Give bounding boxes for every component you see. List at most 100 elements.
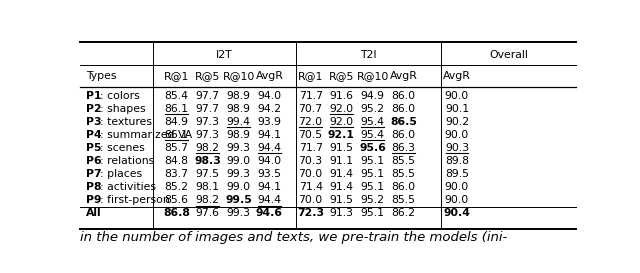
Text: 99.3: 99.3: [227, 169, 251, 179]
Text: 86.1: 86.1: [164, 104, 189, 114]
Text: 98.2: 98.2: [195, 143, 220, 153]
Text: in the number of images and texts, we pre-train the models (ini-: in the number of images and texts, we pr…: [80, 231, 508, 244]
Text: 97.5: 97.5: [195, 169, 220, 179]
Text: I2T: I2T: [216, 50, 233, 60]
Text: 91.6: 91.6: [330, 91, 353, 101]
Text: P7: P7: [86, 169, 102, 179]
Text: 86.0: 86.0: [391, 104, 415, 114]
Text: R@1: R@1: [164, 71, 189, 81]
Text: 86.0: 86.0: [391, 130, 415, 140]
Text: 97.7: 97.7: [195, 104, 220, 114]
Text: 90.4: 90.4: [444, 208, 470, 218]
Text: 86.0: 86.0: [391, 91, 415, 101]
Text: AvgR: AvgR: [443, 71, 471, 81]
Text: : scenes: : scenes: [100, 143, 145, 153]
Text: 91.3: 91.3: [330, 208, 353, 218]
Text: 70.5: 70.5: [299, 130, 323, 140]
Text: 94.4: 94.4: [257, 195, 282, 205]
Text: 95.4: 95.4: [361, 117, 385, 127]
Text: 91.4: 91.4: [330, 182, 353, 192]
Text: R@10: R@10: [223, 71, 255, 81]
Text: 86.8: 86.8: [163, 208, 190, 218]
Text: 85.5: 85.5: [392, 195, 415, 205]
Text: 98.1: 98.1: [195, 182, 220, 192]
Text: 98.9: 98.9: [227, 130, 251, 140]
Text: 95.2: 95.2: [361, 104, 385, 114]
Text: 86.0: 86.0: [391, 182, 415, 192]
Text: 70.0: 70.0: [298, 195, 323, 205]
Text: AvgR: AvgR: [255, 71, 284, 81]
Text: 90.0: 90.0: [445, 182, 469, 192]
Text: 91.5: 91.5: [330, 143, 353, 153]
Text: R@10: R@10: [356, 71, 389, 81]
Text: 94.1: 94.1: [257, 182, 282, 192]
Text: : colors: : colors: [100, 91, 140, 101]
Text: 95.1: 95.1: [361, 156, 385, 166]
Text: 85.6: 85.6: [164, 195, 189, 205]
Text: : activities: : activities: [100, 182, 156, 192]
Text: 97.7: 97.7: [195, 91, 220, 101]
Text: 97.6: 97.6: [195, 208, 220, 218]
Text: 98.3: 98.3: [194, 156, 221, 166]
Text: 70.0: 70.0: [298, 169, 323, 179]
Text: 94.2: 94.2: [257, 104, 282, 114]
Text: 98.2: 98.2: [195, 195, 220, 205]
Text: 71.7: 71.7: [299, 91, 323, 101]
Text: 94.9: 94.9: [361, 91, 385, 101]
Text: AvgR: AvgR: [390, 71, 417, 81]
Text: : first-person: : first-person: [100, 195, 170, 205]
Text: 86.3: 86.3: [392, 143, 415, 153]
Text: 90.0: 90.0: [445, 195, 469, 205]
Text: 99.4: 99.4: [227, 117, 251, 127]
Text: P8: P8: [86, 182, 102, 192]
Text: 95.1: 95.1: [361, 208, 385, 218]
Text: P9: P9: [86, 195, 102, 205]
Text: 90.2: 90.2: [445, 117, 469, 127]
Text: R@5: R@5: [329, 71, 354, 81]
Text: 98.9: 98.9: [227, 91, 251, 101]
Text: : places: : places: [100, 169, 142, 179]
Text: : shapes: : shapes: [100, 104, 145, 114]
Text: P4: P4: [86, 130, 102, 140]
Text: R@1: R@1: [298, 71, 323, 81]
Text: All: All: [86, 208, 102, 218]
Text: P5: P5: [86, 143, 102, 153]
Text: 93.5: 93.5: [257, 169, 282, 179]
Text: 95.1: 95.1: [361, 182, 385, 192]
Text: 71.4: 71.4: [299, 182, 323, 192]
Text: 97.3: 97.3: [195, 117, 220, 127]
Text: 97.3: 97.3: [195, 130, 220, 140]
Text: 92.0: 92.0: [330, 104, 353, 114]
Text: 94.1: 94.1: [257, 130, 282, 140]
Text: : summarized VA: : summarized VA: [100, 130, 192, 140]
Text: 72.0: 72.0: [299, 117, 323, 127]
Text: 99.5: 99.5: [225, 195, 252, 205]
Text: 85.2: 85.2: [164, 182, 189, 192]
Text: 91.1: 91.1: [330, 156, 353, 166]
Text: 99.3: 99.3: [227, 143, 251, 153]
Text: 89.8: 89.8: [445, 156, 469, 166]
Text: 98.9: 98.9: [227, 104, 251, 114]
Text: 72.3: 72.3: [297, 208, 324, 218]
Text: Overall: Overall: [489, 50, 528, 60]
Text: T2I: T2I: [360, 50, 377, 60]
Text: P3: P3: [86, 117, 102, 127]
Text: 90.3: 90.3: [445, 143, 469, 153]
Text: 86.5: 86.5: [390, 117, 417, 127]
Text: 70.7: 70.7: [299, 104, 323, 114]
Text: 94.0: 94.0: [257, 156, 282, 166]
Text: 91.4: 91.4: [330, 169, 353, 179]
Text: 85.7: 85.7: [164, 143, 189, 153]
Text: 99.0: 99.0: [227, 182, 251, 192]
Text: 91.5: 91.5: [330, 195, 353, 205]
Text: 99.0: 99.0: [227, 156, 251, 166]
Text: 92.0: 92.0: [330, 117, 353, 127]
Text: 90.0: 90.0: [445, 130, 469, 140]
Text: 85.5: 85.5: [392, 169, 415, 179]
Text: P6: P6: [86, 156, 102, 166]
Text: 93.9: 93.9: [257, 117, 282, 127]
Text: 86.2: 86.2: [392, 208, 415, 218]
Text: P1: P1: [86, 91, 102, 101]
Text: 99.3: 99.3: [227, 208, 251, 218]
Text: 94.0: 94.0: [257, 91, 282, 101]
